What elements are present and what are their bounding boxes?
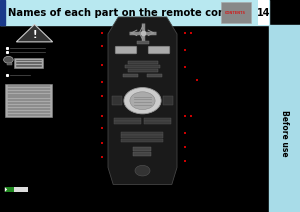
Bar [14, 187, 28, 192]
Polygon shape [108, 17, 177, 184]
FancyBboxPatch shape [115, 46, 137, 54]
Bar [147, 74, 162, 77]
Bar [122, 139, 164, 142]
Bar [0, 0, 268, 25]
Bar [220, 2, 250, 23]
Circle shape [130, 92, 155, 110]
Circle shape [124, 88, 161, 114]
Text: !: ! [32, 30, 37, 40]
Text: Names of each part on the remote control: Names of each part on the remote control [8, 7, 244, 18]
Bar [134, 147, 152, 151]
Bar [5, 84, 52, 117]
Text: CONTENTS: CONTENTS [225, 11, 246, 14]
FancyBboxPatch shape [148, 46, 170, 54]
Bar [144, 121, 171, 124]
Circle shape [135, 165, 150, 176]
Bar [7, 63, 12, 65]
Polygon shape [16, 24, 53, 42]
Bar [5, 187, 14, 192]
Polygon shape [5, 187, 7, 192]
Bar [0, 0, 5, 25]
Bar [258, 0, 268, 25]
Bar [122, 132, 164, 135]
Text: Before use: Before use [280, 110, 289, 157]
Bar [123, 74, 138, 77]
Bar [134, 152, 152, 156]
Bar [14, 58, 43, 68]
Bar [144, 118, 171, 121]
Bar [163, 96, 173, 105]
Bar [124, 65, 160, 68]
Bar [114, 121, 141, 124]
Bar [114, 118, 141, 121]
Bar [128, 61, 158, 64]
Bar [136, 41, 148, 44]
Bar [112, 96, 122, 105]
Bar [122, 135, 164, 138]
Circle shape [4, 56, 13, 63]
Text: 14: 14 [256, 7, 270, 18]
Bar [128, 69, 158, 72]
Bar [268, 25, 300, 212]
